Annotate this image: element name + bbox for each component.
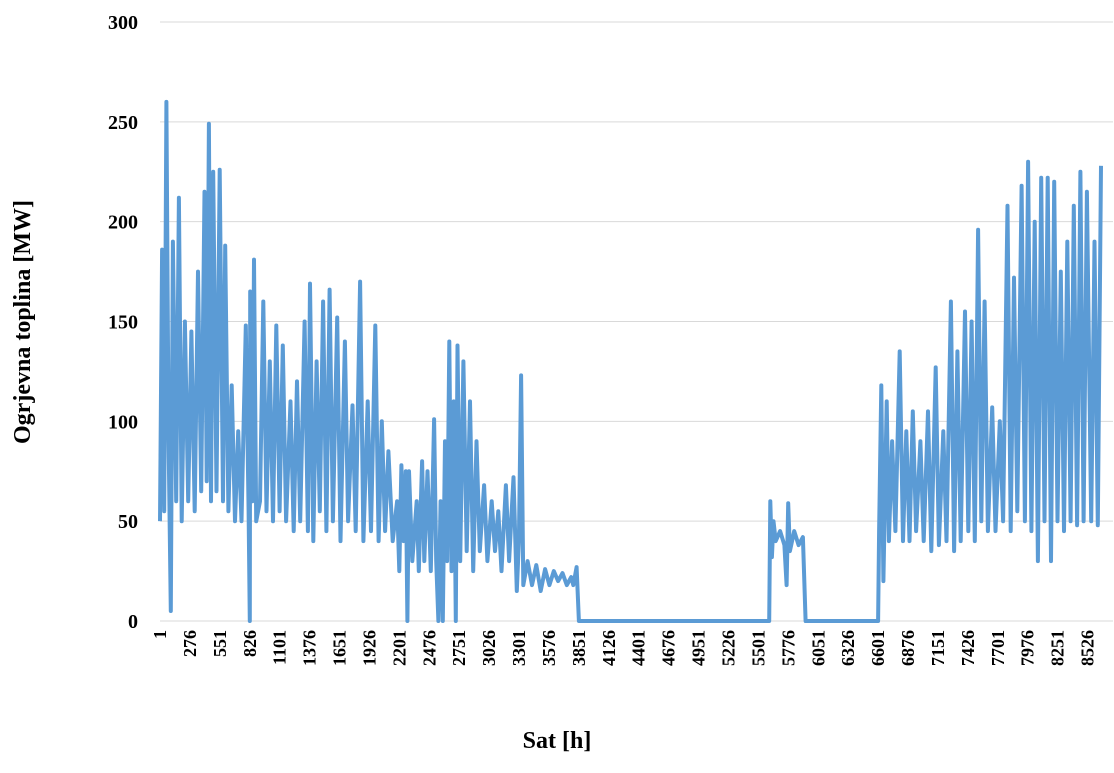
y-tick-label: 300 [108, 12, 138, 34]
x-tick-label: 2201 [389, 630, 409, 666]
x-tick-label: 2476 [419, 630, 439, 666]
y-tick-label: 50 [118, 511, 138, 533]
x-tick-label: 4951 [689, 630, 709, 666]
x-tick-label: 6326 [838, 630, 858, 666]
x-tick-label: 8251 [1048, 630, 1068, 666]
x-tick-label: 1376 [300, 630, 320, 666]
x-tick-label: 276 [180, 630, 200, 657]
x-tick-label: 3576 [539, 630, 559, 666]
y-tick-label: 100 [108, 411, 138, 433]
x-tick-label: 1 [150, 630, 170, 639]
x-tick-label: 5776 [778, 630, 798, 666]
x-tick-label: 5501 [748, 630, 768, 666]
x-tick-label: 6876 [898, 630, 918, 666]
x-tick-label: 4676 [659, 630, 679, 666]
x-tick-label: 1101 [270, 630, 290, 665]
y-tick-label: 0 [128, 611, 138, 633]
y-tick-label: 150 [108, 312, 138, 334]
x-tick-label: 1926 [359, 630, 379, 666]
x-tick-label: 2751 [449, 630, 469, 666]
x-tick-label: 3301 [509, 630, 529, 666]
y-tick-label: 250 [108, 112, 138, 134]
x-axis-label: Sat [h] [523, 728, 592, 754]
x-tick-label: 6601 [868, 630, 888, 666]
x-tick-label: 7151 [928, 630, 948, 666]
data-line [158, 99, 1103, 623]
x-tick-label: 1651 [330, 630, 350, 666]
x-tick-label: 7426 [958, 630, 978, 666]
x-tick-label: 8526 [1078, 630, 1098, 666]
x-tick-label: 826 [240, 630, 260, 657]
x-tick-label: 7701 [988, 630, 1008, 666]
x-tick-label: 7976 [1018, 630, 1038, 666]
y-tick-label: 200 [108, 212, 138, 234]
x-tick-label: 4401 [629, 630, 649, 666]
x-tick-label: 4126 [599, 630, 619, 666]
y-axis-label: Ogrjevna toplina [MW] [10, 200, 36, 444]
x-tick-label: 5226 [718, 630, 738, 666]
x-tick-label: 551 [210, 630, 230, 657]
x-tick-label: 6051 [808, 630, 828, 666]
x-tick-label: 3026 [479, 630, 499, 666]
x-tick-label: 3851 [569, 630, 589, 666]
